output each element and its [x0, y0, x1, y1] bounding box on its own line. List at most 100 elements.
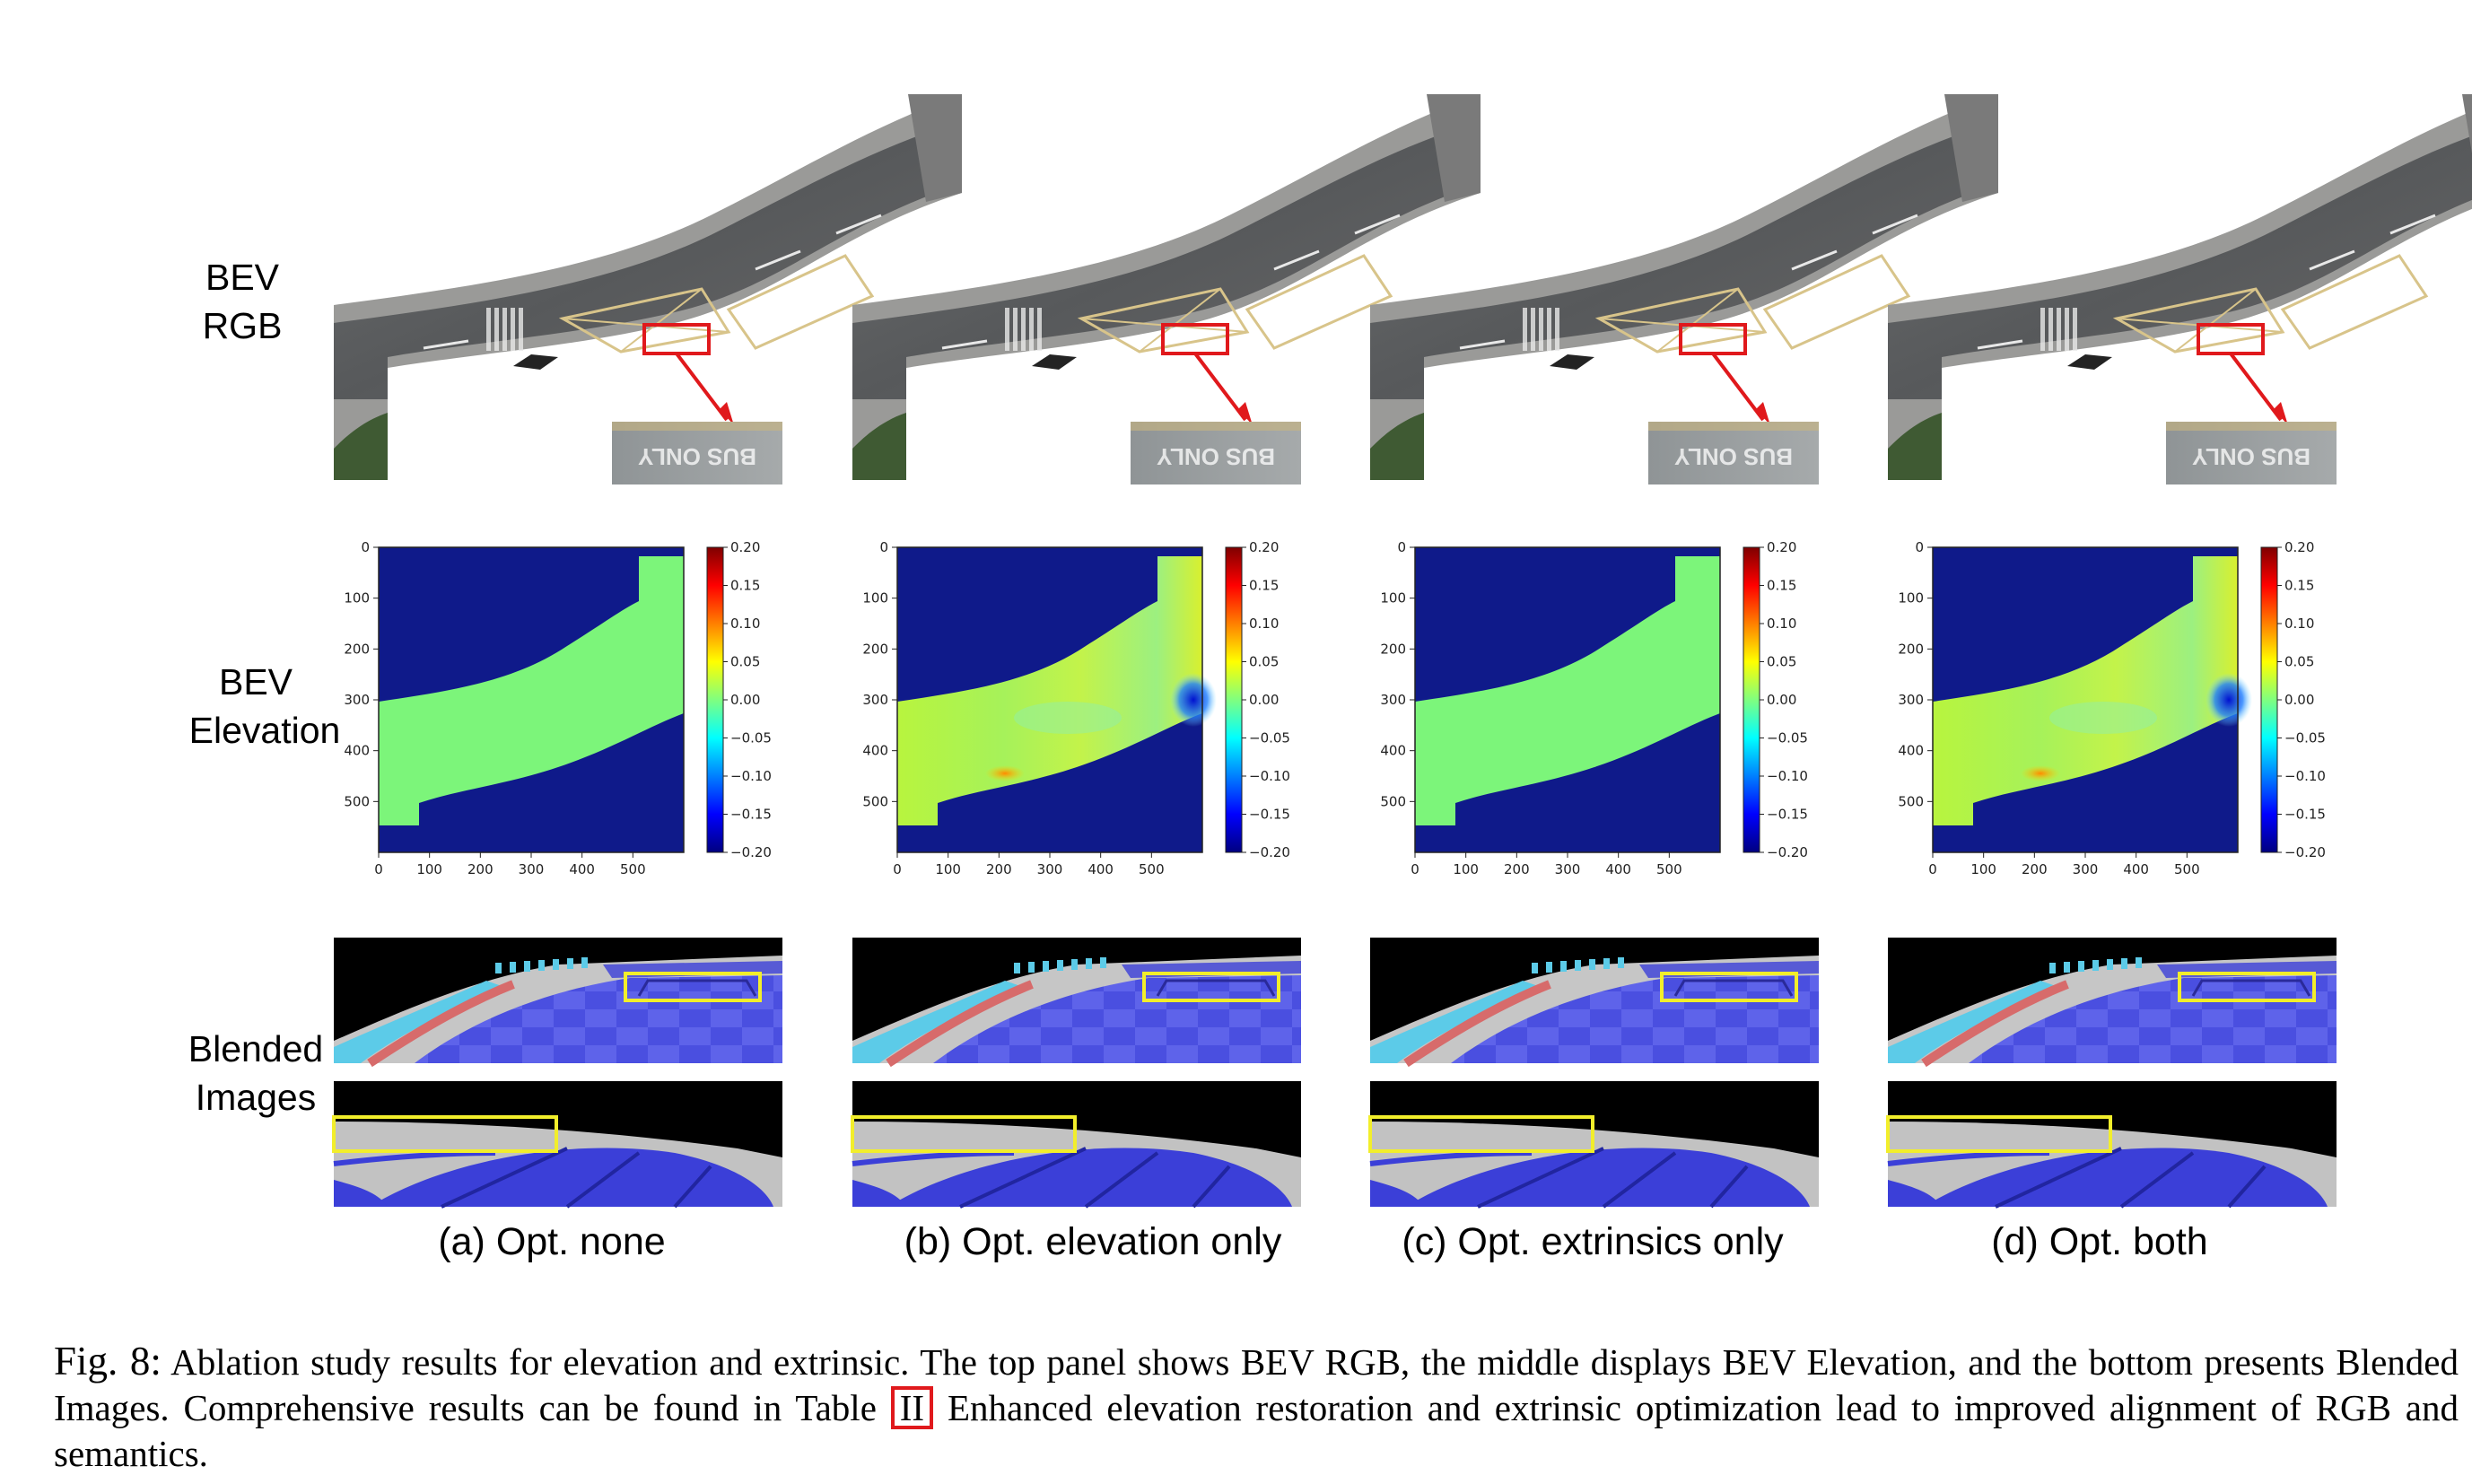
blended-post	[1071, 959, 1078, 970]
colorbar-tick-label: 0.10	[730, 615, 760, 632]
table-reference-link[interactable]: II	[890, 1386, 934, 1429]
colorbar-tick-label: −0.10	[1767, 768, 1808, 784]
x-tick-label: 400	[2123, 861, 2149, 877]
y-tick-label: 500	[344, 793, 370, 809]
crosswalk-stripe	[1005, 308, 1009, 351]
colorbar-tick-label: −0.20	[1249, 844, 1290, 860]
zoom-inset: BUS ONLY	[612, 422, 782, 484]
zoom-inset-background	[612, 422, 782, 484]
colorbar: 0.20 0.15 0.10 0.05 0.00 −0.05 −0.10 −0.15 −0.20	[1225, 539, 1290, 860]
elevation-axes: 0 100 200 300 400 500 0 100 200 300 400 500	[1898, 539, 2252, 877]
blended-curb-semantics	[1887, 1150, 2050, 1166]
x-tick-label: 200	[986, 861, 1012, 877]
highlight-box	[2178, 972, 2316, 1002]
blended-post	[2092, 960, 2099, 971]
elevation-road-region	[1933, 556, 2238, 825]
x-tick-label: 300	[519, 861, 545, 877]
blended-post	[524, 961, 530, 972]
caption-text-continued: Enhanced elevation restoration and extri…	[54, 1387, 2459, 1474]
side-road	[1427, 94, 1481, 202]
zoom-arrow	[1711, 352, 1765, 422]
y-tick-label: 500	[862, 793, 888, 809]
crosswalk-stripe	[2073, 308, 2077, 351]
blended-box-marking	[2191, 979, 2311, 997]
colorbar-tick-label: −0.05	[730, 730, 772, 746]
colorbar-gradient	[706, 546, 724, 853]
colorbar-tick-label: −0.15	[1249, 807, 1290, 823]
colorbar: 0.20 0.15 0.10 0.05 0.00 −0.05 −0.10 −0.15 −0.20	[706, 539, 772, 860]
blended-post	[1057, 960, 1063, 971]
colorbar: 0.20 0.15 0.10 0.05 0.00 −0.05 −0.10 −0.15 −0.20	[1743, 539, 1808, 860]
blended-road-semantics	[933, 975, 1301, 1063]
blended-image-bottom	[851, 1081, 1301, 1209]
blended-post	[2078, 961, 2084, 972]
blended-post	[495, 963, 502, 973]
x-tick-label: 300	[2073, 861, 2099, 877]
blended-road-semantics	[1451, 975, 1819, 1063]
highlight-box	[1368, 1115, 1594, 1153]
subfigure-caption-a: (a) Opt. none	[438, 1220, 666, 1263]
x-tick-label: 100	[416, 861, 442, 877]
blended-post	[2121, 958, 2127, 969]
x-tick-label: 0	[893, 861, 902, 877]
zoom-inset-curb	[2166, 422, 2337, 431]
blended-lane-line	[441, 1147, 712, 1209]
blended-post	[1560, 961, 1567, 972]
colorbar-tick-label: 0.20	[730, 539, 760, 555]
elevation-low-spot	[1170, 673, 1217, 727]
x-tick-label: 300	[1037, 861, 1063, 877]
elevation-road-region	[1415, 556, 1720, 825]
panel-column: BUS ONLY 0 100 200 300 400 500 0 100 200 300 400 500…	[851, 94, 1481, 1209]
colorbar-tick-label: 0.05	[730, 654, 760, 670]
blended-curb-semantics	[1369, 1150, 1533, 1166]
crosswalk-stripe	[519, 308, 523, 351]
colorbar-tick-label: 0.15	[730, 578, 760, 594]
crosswalk-stripe	[2048, 308, 2053, 351]
colorbar-tick-label: −0.10	[2284, 768, 2326, 784]
blended-post	[510, 962, 516, 973]
blended-image-bottom	[1886, 1081, 2337, 1209]
colorbar-tick-label: 0.15	[2284, 578, 2314, 594]
zoom-inset: BUS ONLY	[1131, 422, 1301, 484]
y-tick-label: 500	[1380, 793, 1406, 809]
y-tick-label: 400	[1898, 743, 1924, 759]
box-junction-marking	[726, 254, 875, 350]
elevation-axes: 0 100 200 300 400 500 0 100 200 300 400 500	[1380, 539, 1721, 877]
elevation-plot: 0 100 200 300 400 500 0 100 200 300 400 500 0.20 0.15…	[1898, 539, 2326, 877]
elevation-high-spot	[985, 765, 1025, 781]
y-tick-label: 400	[1380, 743, 1406, 759]
elevation-road-region	[897, 556, 1202, 825]
y-tick-label: 300	[1898, 692, 1924, 708]
vegetation	[334, 413, 388, 480]
crosswalk-stripe	[1021, 308, 1026, 351]
shadow	[513, 354, 558, 370]
y-tick-label: 200	[862, 641, 888, 657]
blended-post	[1546, 962, 1552, 973]
blended-curb-semantics	[1921, 980, 2069, 1068]
blended-curb-semantics	[886, 980, 1034, 1068]
blended-post	[2107, 959, 2113, 970]
road-asphalt	[1888, 135, 2472, 399]
blended-post	[1100, 957, 1106, 968]
blended-post	[1014, 963, 1020, 973]
lane-marking	[1459, 214, 1918, 350]
elevation-low-spot	[2206, 673, 2252, 727]
colorbar-tick-label: 0.20	[1767, 539, 1796, 555]
crosswalk-stripe	[1531, 308, 1535, 351]
zoom-inset-background	[1648, 422, 1819, 484]
colorbar-tick-label: 0.10	[2284, 615, 2314, 632]
y-tick-label: 400	[344, 743, 370, 759]
row-label-bev-elevation: BEV Elevation	[170, 658, 359, 755]
zoom-inset: BUS ONLY	[1648, 422, 1819, 484]
zoom-arrow	[675, 352, 729, 422]
y-tick-label: 200	[1898, 641, 1924, 657]
figure-caption: Fig. 8: Ablation study results for eleva…	[54, 1339, 2459, 1477]
zoom-inset-curb	[612, 422, 782, 431]
colorbar-tick-label: 0.05	[1249, 654, 1279, 670]
row-label-line: BEV	[205, 257, 280, 298]
bev-rgb-image: BUS ONLY	[1888, 94, 2472, 484]
x-tick-label: 400	[569, 861, 595, 877]
colorbar-tick-label: 0.05	[1767, 654, 1796, 670]
colorbar-tick-label: −0.20	[1767, 844, 1808, 860]
blended-sidewalk-semantics	[1370, 981, 1541, 1063]
